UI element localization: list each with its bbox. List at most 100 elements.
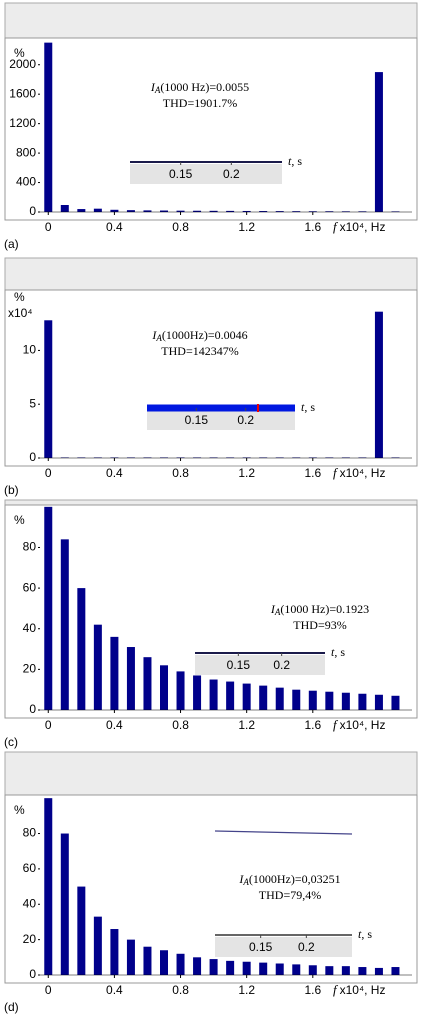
y-tick-label: 400 bbox=[16, 175, 36, 189]
bar bbox=[358, 693, 367, 710]
bar bbox=[374, 311, 383, 458]
bar bbox=[44, 320, 53, 458]
bar bbox=[308, 965, 317, 975]
bar bbox=[259, 962, 268, 975]
bar bbox=[308, 211, 317, 212]
inset-axis-symbol: t bbox=[331, 645, 335, 659]
y-tick-label: 2000 bbox=[9, 57, 36, 71]
bar bbox=[77, 209, 86, 212]
bar bbox=[391, 967, 400, 975]
panel-header bbox=[4, 751, 418, 796]
x-tick-label: 0 bbox=[45, 466, 52, 480]
bar bbox=[325, 691, 334, 710]
bar bbox=[209, 210, 218, 212]
inset-axis-label: t, s bbox=[288, 154, 302, 168]
bars bbox=[44, 798, 400, 975]
inset-axis-area bbox=[130, 164, 282, 184]
bar bbox=[143, 946, 152, 975]
bar bbox=[242, 961, 251, 975]
x-tick-label: 0.8 bbox=[172, 220, 189, 234]
x-tick-label: 0 bbox=[45, 220, 52, 234]
x-axis-label: f x10⁴, Hz bbox=[333, 717, 385, 732]
inset-tick-label: 0.2 bbox=[273, 658, 290, 672]
bar bbox=[209, 679, 218, 710]
current-annotation: IA(1000 Hz)=0.1923 bbox=[270, 602, 369, 617]
thd-annotation: THD=79,4% bbox=[259, 888, 321, 902]
bar bbox=[44, 42, 53, 212]
y-axis-label: % bbox=[14, 513, 25, 527]
inset-tick-label: 0.2 bbox=[223, 167, 240, 181]
inset-axis-label: t, s bbox=[358, 927, 372, 941]
bar bbox=[44, 798, 53, 975]
x-tick-label: 1.2 bbox=[238, 718, 255, 732]
inset-axis-area bbox=[195, 655, 325, 675]
bar bbox=[176, 210, 185, 212]
bar bbox=[110, 209, 119, 212]
inset-axis-label: t, s bbox=[301, 400, 315, 414]
y-tick-label: 10 bbox=[23, 343, 37, 357]
y-tick-label: 20 bbox=[23, 932, 37, 946]
y-tick-label: 5 bbox=[29, 396, 36, 410]
bar bbox=[176, 953, 185, 975]
current-symbol: I bbox=[151, 328, 157, 342]
x-tick-label: 1.2 bbox=[238, 466, 255, 480]
x-tick-label: 1.6 bbox=[304, 220, 321, 234]
bar bbox=[60, 833, 69, 975]
x-axis-label: f x10⁴, Hz bbox=[333, 465, 385, 480]
y-tick-label: 80 bbox=[23, 540, 37, 554]
x-tick-label: 1.2 bbox=[238, 220, 255, 234]
panel-header bbox=[4, 499, 418, 506]
bar bbox=[77, 886, 86, 975]
bar bbox=[374, 694, 383, 710]
y-tick-label: 60 bbox=[23, 580, 37, 594]
current-subscript: A bbox=[274, 607, 281, 617]
bar bbox=[275, 687, 284, 710]
y-tick-label: 0 bbox=[29, 204, 36, 218]
thd-annotation: THD=93% bbox=[293, 618, 346, 632]
y-tick-label: 40 bbox=[23, 896, 37, 910]
bar bbox=[308, 690, 317, 710]
bar bbox=[77, 588, 86, 710]
panel-label: (c) bbox=[4, 735, 18, 749]
x-axis-symbol: f bbox=[333, 982, 339, 997]
bar bbox=[160, 210, 168, 212]
inset-axis-symbol: t bbox=[301, 400, 305, 414]
bar bbox=[259, 211, 268, 212]
bar bbox=[60, 205, 69, 212]
x-axis-unit: x10⁴, Hz bbox=[340, 466, 386, 480]
bar bbox=[110, 636, 119, 710]
bar bbox=[341, 211, 350, 212]
bar bbox=[374, 967, 383, 975]
x-axis-unit: x10⁴, Hz bbox=[340, 220, 386, 234]
x-tick-label: 1.6 bbox=[304, 466, 321, 480]
bar bbox=[242, 683, 251, 710]
x-tick-label: 0.4 bbox=[106, 466, 123, 480]
y-tick-label: 80 bbox=[23, 826, 37, 840]
current-annotation: IA(1000Hz)=0.0046 bbox=[151, 328, 247, 343]
panel-label: (b) bbox=[4, 483, 19, 497]
panel-label: (d) bbox=[4, 1000, 19, 1014]
bar bbox=[60, 539, 69, 710]
panel-label: (a) bbox=[4, 237, 19, 251]
bar bbox=[292, 211, 301, 212]
panel-header bbox=[4, 2, 418, 39]
current-symbol: I bbox=[270, 602, 276, 616]
y-tick-label: 0 bbox=[29, 702, 36, 716]
bar bbox=[358, 967, 367, 975]
bar bbox=[160, 665, 168, 710]
bar bbox=[292, 964, 301, 975]
panel-header bbox=[4, 257, 418, 291]
inset-axis-area bbox=[215, 937, 352, 957]
bar bbox=[44, 506, 53, 710]
bar bbox=[226, 681, 235, 710]
bar bbox=[93, 624, 102, 710]
bar bbox=[143, 210, 152, 212]
plot-area bbox=[4, 289, 418, 467]
bar bbox=[226, 960, 235, 975]
bar bbox=[193, 675, 202, 710]
current-symbol: I bbox=[150, 80, 156, 94]
bar bbox=[93, 916, 102, 975]
plot-area bbox=[4, 37, 418, 221]
inset-tick-label: 0.15 bbox=[249, 940, 273, 954]
